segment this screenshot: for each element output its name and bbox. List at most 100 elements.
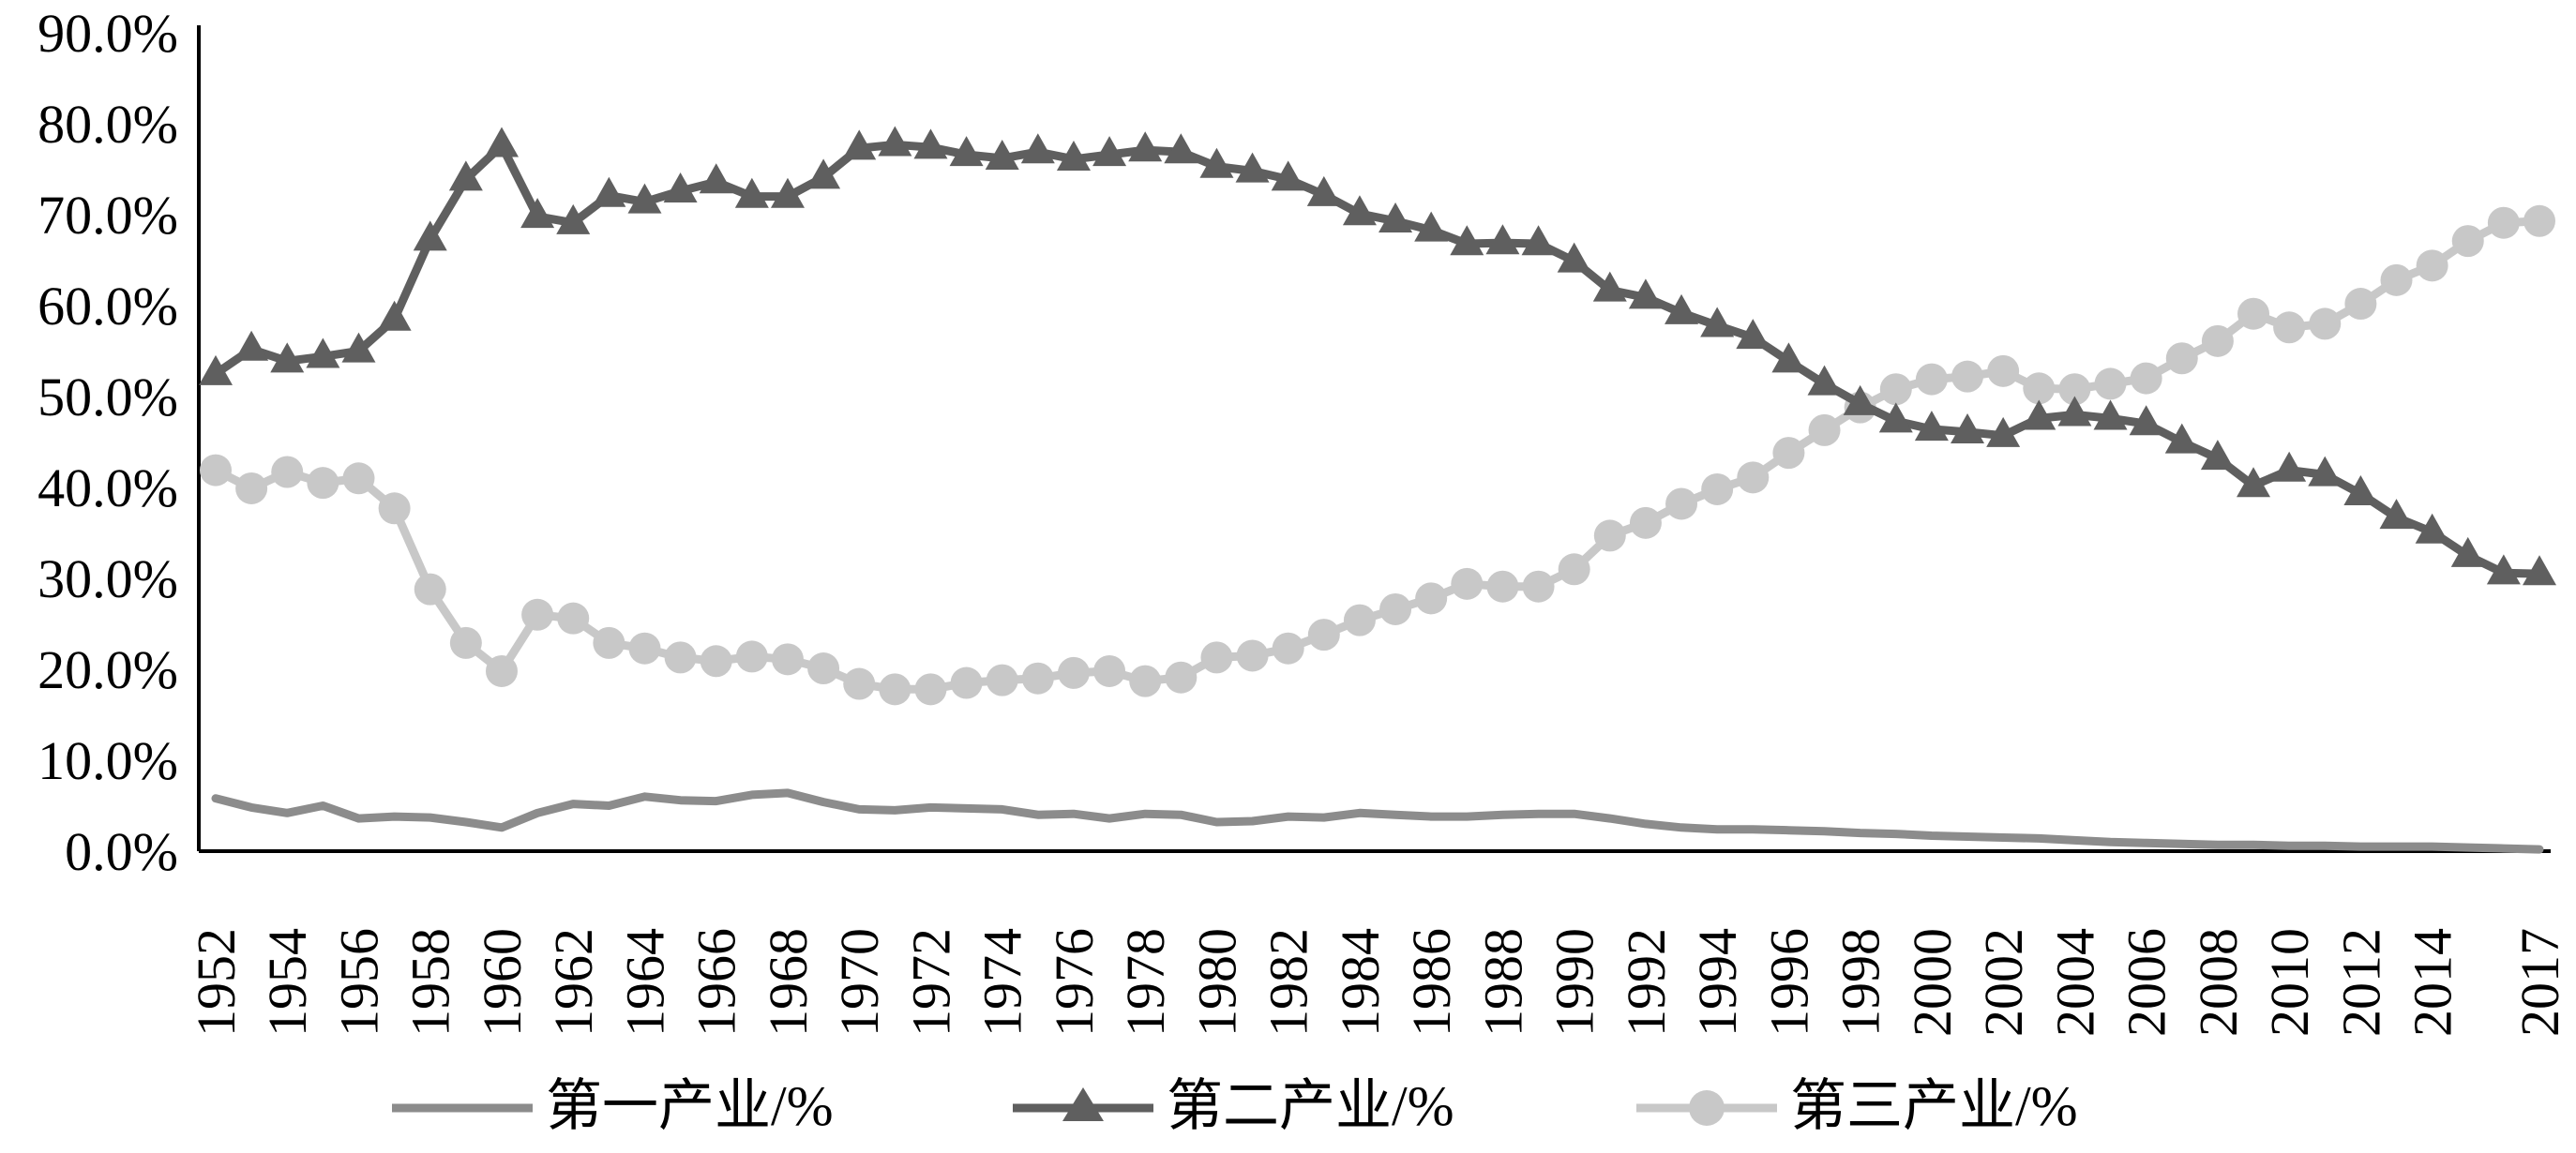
data-point <box>2272 451 2307 482</box>
data-point <box>842 129 877 160</box>
data-point <box>1522 570 1555 603</box>
x-tick-label: 2006 <box>2117 928 2177 1037</box>
data-point <box>1986 416 2021 447</box>
y-tick-label: 40.0% <box>38 457 178 518</box>
data-point <box>2450 536 2485 567</box>
x-tick-label: 1994 <box>1687 928 1748 1037</box>
data-point <box>2201 324 2234 357</box>
series-3 <box>200 204 2555 706</box>
data-point <box>592 176 626 207</box>
data-point <box>949 136 984 167</box>
data-point <box>2130 362 2162 395</box>
x-tick-label: 1992 <box>1616 928 1677 1037</box>
data-point <box>1701 472 1734 505</box>
data-point <box>2379 499 2414 530</box>
x-tick-label: 1966 <box>686 928 747 1037</box>
data-point <box>2164 423 2199 454</box>
data-point <box>1378 202 1413 232</box>
x-tick-label: 1996 <box>1758 928 1819 1037</box>
data-point <box>1808 413 1841 446</box>
series-line <box>211 788 2544 854</box>
data-point <box>1128 131 1163 162</box>
data-point <box>1165 661 1198 694</box>
data-point <box>1307 619 1340 651</box>
data-point <box>234 330 269 361</box>
series-1 <box>211 788 2544 854</box>
data-point <box>1593 519 1626 552</box>
x-tick-label: 1976 <box>1044 928 1105 1037</box>
data-point <box>2057 396 2092 427</box>
data-point <box>1879 373 1912 406</box>
data-point <box>2415 513 2449 544</box>
data-point <box>878 126 912 157</box>
axes <box>197 25 2551 853</box>
data-point <box>1558 553 1590 586</box>
data-point <box>771 643 804 676</box>
data-point <box>271 456 304 488</box>
data-point <box>1737 461 1770 494</box>
data-point <box>843 667 876 700</box>
data-point <box>1414 211 1449 242</box>
x-tick-label: 1982 <box>1258 928 1319 1037</box>
legend-item-3: 第三产业/% <box>1636 1075 2078 1137</box>
data-point <box>1200 641 1233 674</box>
legend: 第一产业/% 第二产业/% 第三产业/% <box>392 1075 2078 1137</box>
x-tick-label: 1972 <box>900 928 961 1037</box>
data-point <box>1486 570 1519 603</box>
data-point <box>1843 384 1877 415</box>
data-point <box>270 342 305 373</box>
data-point <box>1878 402 1913 433</box>
data-point <box>2023 372 2056 405</box>
data-point <box>1951 360 1984 393</box>
x-tick-label: 1964 <box>614 928 675 1037</box>
data-point <box>950 666 983 699</box>
data-point <box>557 602 590 635</box>
data-point <box>1020 133 1055 164</box>
x-tick-label: 1958 <box>400 928 461 1037</box>
data-point <box>1592 271 1627 302</box>
data-point <box>2451 225 2484 258</box>
data-point <box>2523 204 2555 237</box>
data-point <box>2200 440 2235 471</box>
data-point <box>556 203 591 234</box>
data-point <box>1450 225 1484 256</box>
x-tick-label: 1968 <box>758 928 819 1037</box>
data-point <box>1342 195 1377 226</box>
data-point <box>341 332 376 363</box>
x-tick-label: 2002 <box>1973 928 2034 1037</box>
data-point <box>2487 206 2520 239</box>
x-tick-label: 2017 <box>2509 928 2570 1037</box>
x-tick-label: 1986 <box>1401 928 1462 1037</box>
y-tick-label: 10.0% <box>38 730 178 791</box>
data-point <box>699 163 733 194</box>
data-point <box>1306 175 1341 206</box>
data-point <box>378 492 411 525</box>
x-tick-label: 1962 <box>543 928 604 1037</box>
data-point <box>700 645 732 678</box>
x-tick-label: 1974 <box>972 928 1033 1037</box>
x-tick-label: 2008 <box>2188 928 2249 1037</box>
x-tick-label: 1984 <box>1330 928 1391 1037</box>
x-tick-label: 1952 <box>186 928 247 1037</box>
x-tick-label: 1990 <box>1544 928 1605 1037</box>
y-tick-label: 20.0% <box>38 639 178 700</box>
data-point <box>2129 405 2163 436</box>
data-point <box>521 598 554 631</box>
data-point <box>2273 311 2306 344</box>
data-point <box>2165 342 2198 375</box>
data-point <box>770 177 805 208</box>
data-point <box>306 337 340 368</box>
data-point <box>1700 307 1735 337</box>
data-point <box>628 632 661 665</box>
data-point <box>1557 242 1591 273</box>
data-point <box>1129 665 1162 697</box>
data-point <box>807 652 840 685</box>
legend-item-2: 第二产业/% <box>1013 1075 1454 1137</box>
y-tick-label: 50.0% <box>38 367 178 427</box>
data-point <box>307 467 339 500</box>
x-tick-label: 1988 <box>1472 928 1533 1037</box>
data-point <box>2094 367 2127 400</box>
data-point <box>1665 487 1698 520</box>
data-point <box>1987 354 2020 387</box>
